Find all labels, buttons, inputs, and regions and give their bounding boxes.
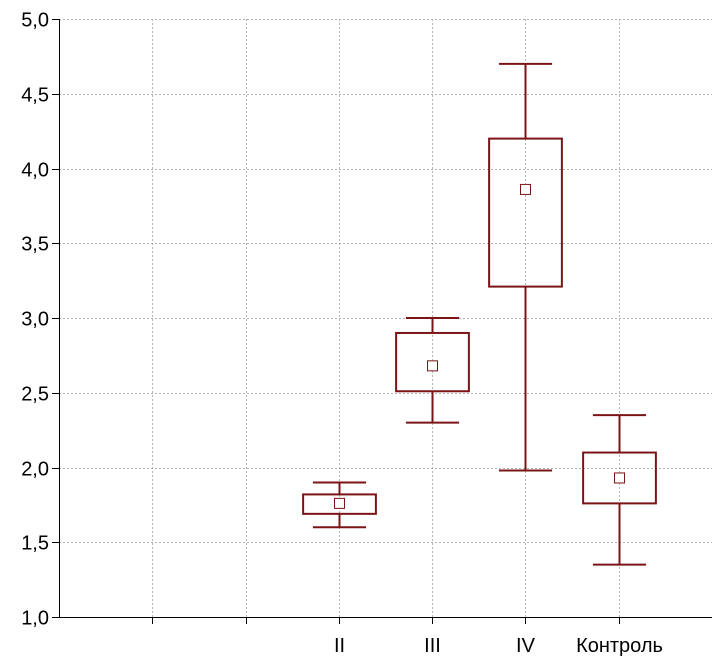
box-II (302, 481, 377, 529)
x-tick-label: III (424, 635, 441, 657)
mean-marker (334, 497, 345, 509)
y-tick-labels: 1,0 1,5 2,0 2,5 3,0 3,5 4,0 4,5 5,0 (21, 10, 49, 630)
y-tick-label: 4,0 (21, 160, 49, 182)
y-tick-label: 3,5 (21, 234, 49, 256)
y-tick-label: 4,5 (21, 85, 49, 107)
box-body (395, 331, 470, 393)
y-tick-label: 1,0 (21, 608, 49, 630)
mean-marker (427, 360, 438, 372)
box-IV (488, 62, 563, 472)
x-tick-label: II (334, 635, 345, 657)
grid-lines (59, 19, 712, 617)
x-tick-label: IV (516, 635, 536, 657)
box-body (582, 451, 657, 505)
box-body (488, 137, 563, 288)
y-tick-label: 2,5 (21, 384, 49, 406)
box-III (395, 317, 470, 424)
box-body (302, 493, 377, 515)
axes (52, 19, 712, 624)
y-tick-label: 5,0 (21, 10, 49, 32)
y-tick-label: 2,0 (21, 459, 49, 481)
mean-marker (520, 183, 531, 195)
x-tick-labels: II III IV Контроль (334, 635, 663, 657)
x-tick-label: Контроль (576, 635, 663, 657)
mean-marker (614, 472, 625, 484)
y-tick-label: 1,5 (21, 533, 49, 555)
box-series (302, 62, 657, 566)
box-Контроль (582, 414, 657, 566)
y-tick-label: 3,0 (21, 309, 49, 331)
